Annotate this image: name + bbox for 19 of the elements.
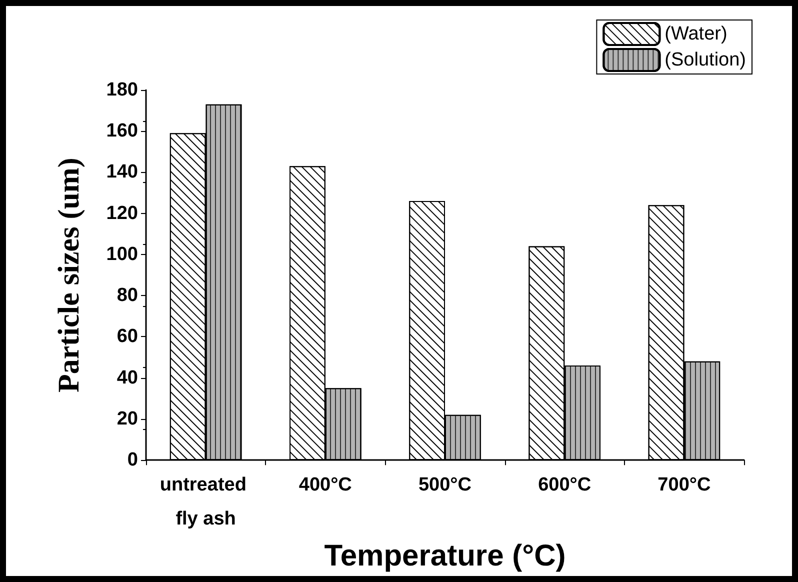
y-tick-label: 140: [106, 162, 138, 183]
y-tick-label: 20: [116, 408, 138, 430]
y-tick-label: 180: [106, 80, 138, 100]
y-tick-label: 60: [116, 326, 138, 348]
x-tick-label: 500°C: [418, 474, 472, 496]
y-tick-label: 80: [116, 285, 138, 306]
y-tick-label: 100: [106, 244, 138, 265]
x-tick-label: 700°C: [658, 474, 711, 496]
y-tick-label: 0: [127, 450, 138, 471]
x-tick-label: 600°C: [538, 474, 592, 496]
x-axis-title: Temperature (°C): [324, 540, 566, 572]
legend-label: (Water): [664, 24, 728, 44]
y-tick-label: 120: [106, 202, 138, 224]
legend-label: (Solution): [664, 50, 746, 70]
y-tick-label: 40: [116, 367, 138, 388]
y-tick-label: 160: [106, 120, 138, 142]
y-axis-title: Particle sizes (um): [52, 158, 86, 393]
x-tick-label: untreated fly ash: [160, 474, 252, 530]
x-tick-label: 400°C: [298, 474, 352, 496]
